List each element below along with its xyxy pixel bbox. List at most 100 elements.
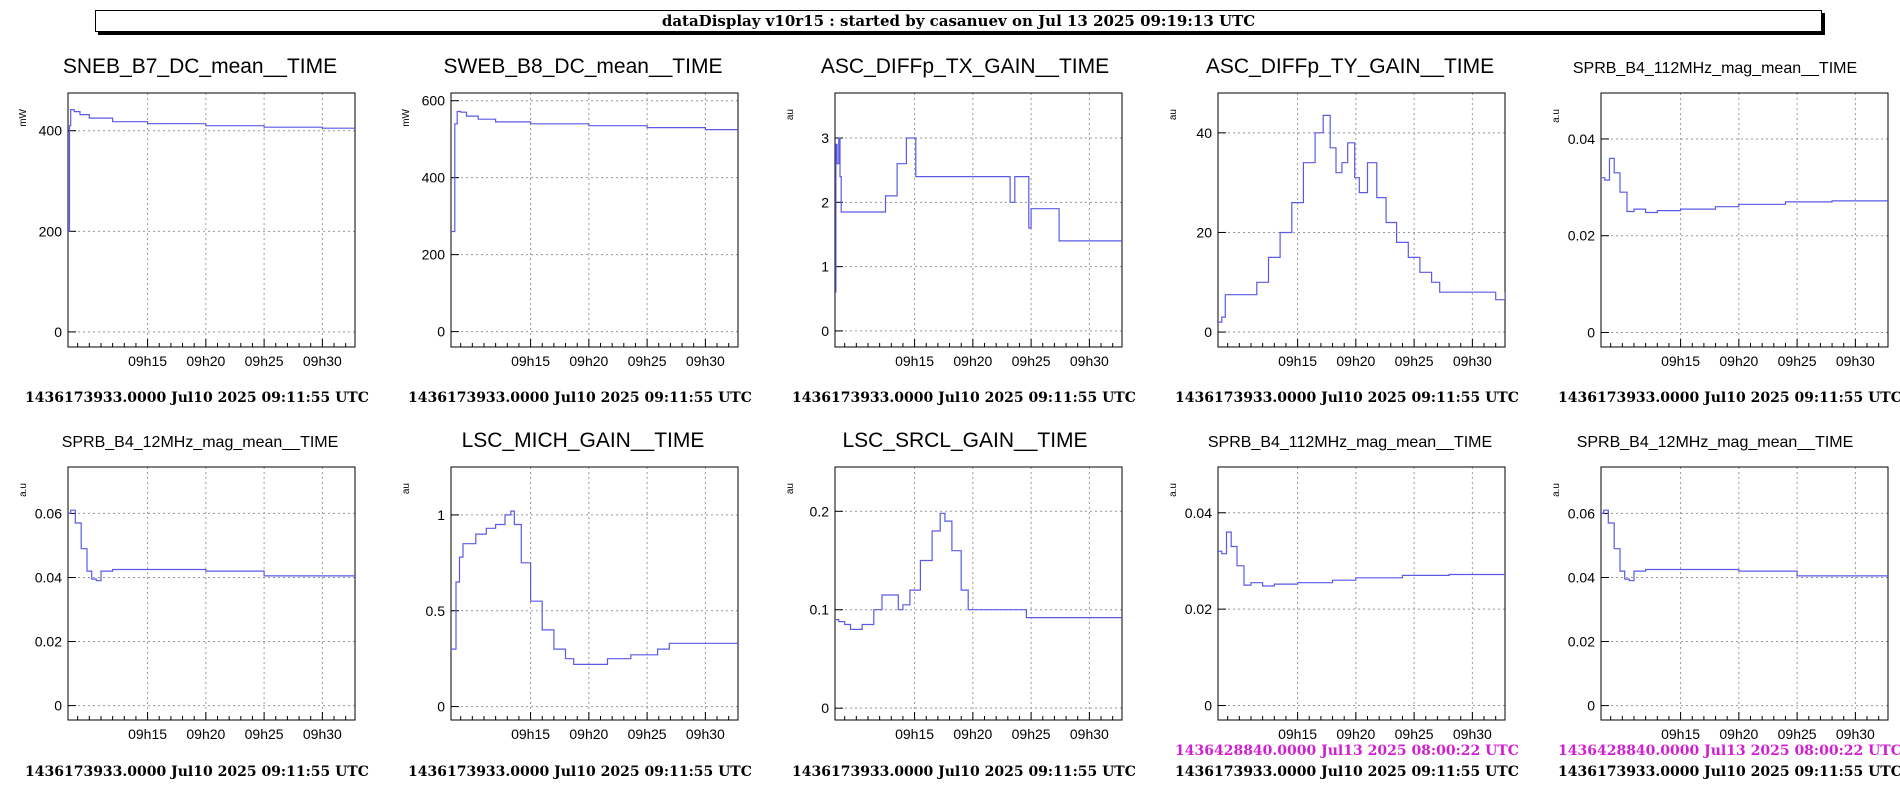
y-tick-label: 0 [1587,698,1595,714]
chart-title: SPRB_B4_112MHz_mag_mean__TIME [1208,434,1492,451]
y-axis-unit: au [785,483,796,494]
plot-frame [1217,92,1506,348]
x-tick-label: 09h30 [1453,353,1492,369]
plot-frame [450,92,739,348]
x-tick-label: 09h20 [1336,353,1375,369]
chart-title: ASC_DIFFp_TX_GAIN__TIME [821,55,1109,78]
y-tick-label: 0.1 [810,602,830,618]
y-axis-unit: a.u [18,483,29,497]
x-tick-label: 09h20 [186,353,225,369]
y-tick-label: 0.02 [1568,228,1595,244]
x-tick-label: 09h15 [895,353,934,369]
x-tick-label: 09h20 [1719,353,1758,369]
x-tick-label: 09h30 [1836,353,1875,369]
data-trace [451,510,738,665]
chart-title: LSC_SRCL_GAIN__TIME [842,429,1087,452]
y-tick-label: 0 [1204,324,1212,340]
plot-frame [67,92,356,348]
y-tick-label: 0.04 [1185,505,1212,521]
y-tick-label: 600 [422,93,446,109]
x-tick-label: 09h25 [1395,353,1434,369]
x-tick-label: 09h25 [628,726,667,742]
data-timestamp: 1436173933.0000 Jul10 2025 09:11:55 UTC [792,390,1136,406]
x-tick-label: 09h15 [1278,726,1317,742]
y-tick-label: 0.04 [1568,569,1595,585]
plot-frame [450,466,739,721]
y-tick-label: 0.02 [1568,634,1595,650]
y-axis-unit: mW [401,108,412,126]
data-timestamp: 1436173933.0000 Jul10 2025 09:11:55 UTC [25,764,369,780]
y-tick-label: 0.06 [1568,505,1595,521]
x-tick-label: 09h25 [1778,353,1817,369]
x-tick-label: 09h15 [1278,353,1317,369]
chart-title: SPRB_B4_112MHz_mag_mean__TIME [1573,60,1857,77]
y-tick-label: 0.2 [810,503,830,519]
y-tick-label: 200 [39,223,63,239]
chart-panel: SPRB_B4_12MHz_mag_mean__TIME a.u 0 0.02 0.04… [1551,434,1900,780]
y-axis-unit: au [401,483,412,494]
x-tick-label: 09h30 [1070,726,1109,742]
x-tick-label: 09h15 [1661,353,1700,369]
y-tick-label: 0.06 [35,505,62,521]
x-tick-label: 09h20 [1719,726,1758,742]
x-tick-label: 09h25 [1012,353,1051,369]
x-tick-label: 09h20 [1336,726,1375,742]
y-tick-label: 0.02 [1185,601,1212,617]
plot-frame [834,466,1123,721]
y-axis-unit: mW [18,108,29,126]
data-trace [1601,509,1888,582]
chart-title: SWEB_B8_DC_mean__TIME [444,55,723,78]
y-tick-label: 400 [39,123,63,139]
y-tick-label: 0.04 [1568,131,1595,147]
y-axis-unit: au [785,109,796,120]
chart-panel: SPRB_B4_112MHz_mag_mean__TIME a.u 0 0.02 0.0… [1168,434,1519,780]
x-tick-label: 09h30 [1836,726,1875,742]
chart-title: LSC_MICH_GAIN__TIME [462,429,705,452]
data-trace [68,109,355,232]
chart-panel: SPRB_B4_112MHz_mag_mean__TIME a.u 0 0.02 0.0… [1551,60,1900,406]
plot-frame [1600,92,1889,348]
data-trace [68,509,355,582]
x-tick-label: 09h25 [1778,726,1817,742]
y-tick-label: 3 [821,130,829,146]
y-tick-label: 0 [1587,324,1595,340]
x-tick-label: 09h30 [686,353,725,369]
y-axis-unit: a.u [1551,483,1562,497]
x-tick-label: 09h15 [895,726,934,742]
y-tick-label: 400 [422,170,446,186]
data-trace [1601,157,1888,214]
y-tick-label: 0.04 [35,569,62,585]
y-tick-label: 2 [821,194,829,210]
x-tick-label: 09h30 [303,726,342,742]
y-tick-label: 0 [437,699,445,715]
x-tick-label: 09h20 [953,726,992,742]
plot-frame [1600,466,1889,721]
x-tick-label: 09h25 [628,353,667,369]
y-axis-unit: au [1168,109,1179,120]
data-trace [835,512,1122,630]
y-tick-label: 0 [54,324,62,340]
data-timestamp: 1436173933.0000 Jul10 2025 09:11:55 UTC [1558,764,1900,780]
y-tick-label: 1 [821,259,829,275]
y-tick-label: 40 [1196,125,1212,141]
reference-timestamp: 1436428840.0000 Jul13 2025 08:00:22 UTC [1558,743,1900,759]
x-tick-label: 09h25 [245,726,284,742]
x-tick-label: 09h20 [569,353,608,369]
data-timestamp: 1436173933.0000 Jul10 2025 09:11:55 UTC [1558,390,1900,406]
y-tick-label: 0 [54,698,62,714]
data-trace [835,137,1122,293]
y-tick-label: 0 [821,323,829,339]
data-timestamp: 1436173933.0000 Jul10 2025 09:11:55 UTC [408,764,752,780]
chart-panel: SWEB_B8_DC_mean__TIME mW 0 200 400 600 09h15 09… [401,55,752,406]
y-tick-label: 0.02 [35,634,62,650]
x-tick-label: 09h30 [303,353,342,369]
chart-title: SPRB_B4_12MHz_mag_mean__TIME [62,434,339,451]
data-trace [1218,531,1505,587]
y-axis-unit: a.u [1168,483,1179,497]
y-tick-label: 0 [1204,698,1212,714]
data-timestamp: 1436173933.0000 Jul10 2025 09:11:55 UTC [25,390,369,406]
data-timestamp: 1436173933.0000 Jul10 2025 09:11:55 UTC [1175,764,1519,780]
